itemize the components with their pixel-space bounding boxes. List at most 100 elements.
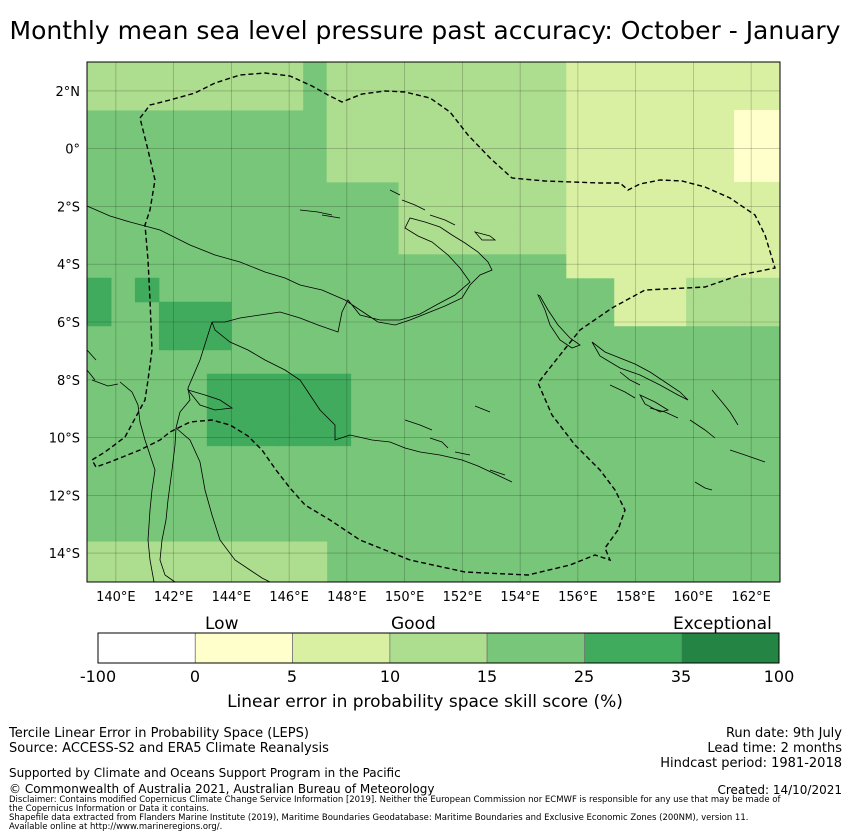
grid-cell	[758, 85, 781, 111]
grid-cell	[494, 62, 519, 87]
grid-cell	[326, 62, 352, 87]
grid-cell	[758, 181, 781, 207]
grid-cell	[470, 205, 495, 231]
grid-cell	[470, 62, 495, 87]
grid-cell	[110, 62, 136, 87]
lon-tick-label: 150°E	[385, 590, 425, 605]
grid-cell	[614, 229, 639, 255]
grid-cell	[758, 277, 781, 303]
footer-hindcast: Hindcast period: 1981-2018	[660, 756, 842, 771]
fly-delta-islands	[186, 389, 234, 411]
grid-cell	[134, 62, 160, 87]
grid-cell	[206, 397, 232, 423]
grid-cell	[614, 253, 639, 279]
grid-cell	[182, 301, 208, 327]
grid-cell	[134, 541, 160, 567]
grid-cell	[638, 109, 663, 135]
grid-cell	[470, 181, 495, 207]
grid-cell	[710, 253, 735, 279]
grid-cell	[350, 109, 376, 135]
lon-tick-label: 144°E	[212, 590, 252, 605]
grid-cell	[614, 277, 639, 303]
grid-cell	[686, 229, 711, 255]
cape-york-east-coast	[175, 427, 271, 583]
grid-cell	[230, 373, 256, 399]
grid-cell	[470, 133, 495, 159]
colorbar-frame	[97, 632, 780, 664]
png-eez-boundary	[91, 72, 776, 576]
grid-cell	[398, 181, 424, 207]
lat-tick-label: 2°S	[57, 200, 80, 215]
map-frame	[86, 61, 781, 583]
lon-tick-label: 158°E	[616, 590, 656, 605]
bougainville-coast	[639, 394, 670, 413]
grid-cell	[206, 62, 232, 87]
colorbar-swatch	[194, 632, 293, 664]
grid-cell	[422, 229, 447, 255]
footer-disclaimer-cont: the Copernicus Information or Data it co…	[9, 804, 210, 814]
grid-cell	[158, 85, 184, 111]
grid-cell	[110, 565, 136, 583]
lon-tick-label: 142°E	[154, 590, 194, 605]
grid-cell	[422, 109, 447, 135]
grid-cell	[446, 205, 471, 231]
grid-cell	[734, 253, 759, 279]
grid-cell	[614, 301, 639, 327]
grid-cell	[278, 62, 304, 87]
grid-cell	[590, 62, 615, 87]
lat-tick-label: 0°	[65, 143, 80, 158]
footer-shapefile: Shapefile data extracted from Flanders M…	[9, 813, 749, 823]
lat-tick-label: 12°S	[49, 489, 80, 504]
grid-cell	[518, 85, 543, 111]
footer-created: Created: 14/10/2021	[717, 783, 842, 797]
lon-tick-label: 154°E	[500, 590, 540, 605]
torres-strait-coast	[86, 349, 119, 387]
grid-cell	[206, 325, 232, 351]
grid-cell	[566, 133, 591, 159]
grid-cell	[87, 62, 112, 87]
grid-cell	[710, 277, 735, 303]
grid-cell	[734, 205, 759, 231]
grid-cell	[638, 181, 663, 207]
grid-cell	[326, 85, 352, 111]
grid-cell	[734, 109, 759, 135]
grid-cell	[758, 157, 781, 183]
grid-cell	[638, 85, 663, 111]
colorbar-swatch	[681, 632, 780, 664]
lon-tick-label: 162°E	[731, 590, 771, 605]
grid-cell	[662, 181, 687, 207]
small-islands-north	[299, 189, 456, 226]
eez-boundaries	[91, 72, 776, 576]
grid-cell	[326, 157, 352, 183]
grid-cell	[662, 109, 687, 135]
grid-cell	[446, 62, 471, 87]
colorbar-swatch	[389, 632, 488, 664]
grid-cell	[686, 133, 711, 159]
grid-cell	[590, 181, 615, 207]
grid-cell	[590, 229, 615, 255]
grid-cell	[158, 541, 184, 567]
grid-cell	[87, 277, 112, 303]
grid-cell	[87, 85, 112, 111]
grid-cell	[518, 229, 543, 255]
grid-cell	[326, 373, 352, 399]
grid-cell	[278, 373, 304, 399]
grid-cell	[590, 157, 615, 183]
colorbar	[97, 632, 780, 664]
grid-cell	[662, 229, 687, 255]
grid-cell	[230, 541, 256, 567]
colorbar-tick: 25	[573, 667, 595, 686]
lat-tick-label: 6°S	[57, 316, 80, 331]
grid-cell	[350, 62, 376, 87]
lon-tick-label: 148°E	[327, 590, 367, 605]
new-ireland-coast	[591, 341, 689, 401]
grid-cell	[566, 62, 591, 87]
grid-cell	[302, 421, 328, 447]
grid-cell	[614, 85, 639, 111]
footer-run-date: Run date: 9th July	[725, 726, 842, 741]
grid-cell	[350, 157, 376, 183]
grid-cell	[398, 229, 424, 255]
lon-tick-label: 156°E	[558, 590, 598, 605]
grid-cell	[422, 157, 447, 183]
grid-cell	[638, 62, 663, 87]
